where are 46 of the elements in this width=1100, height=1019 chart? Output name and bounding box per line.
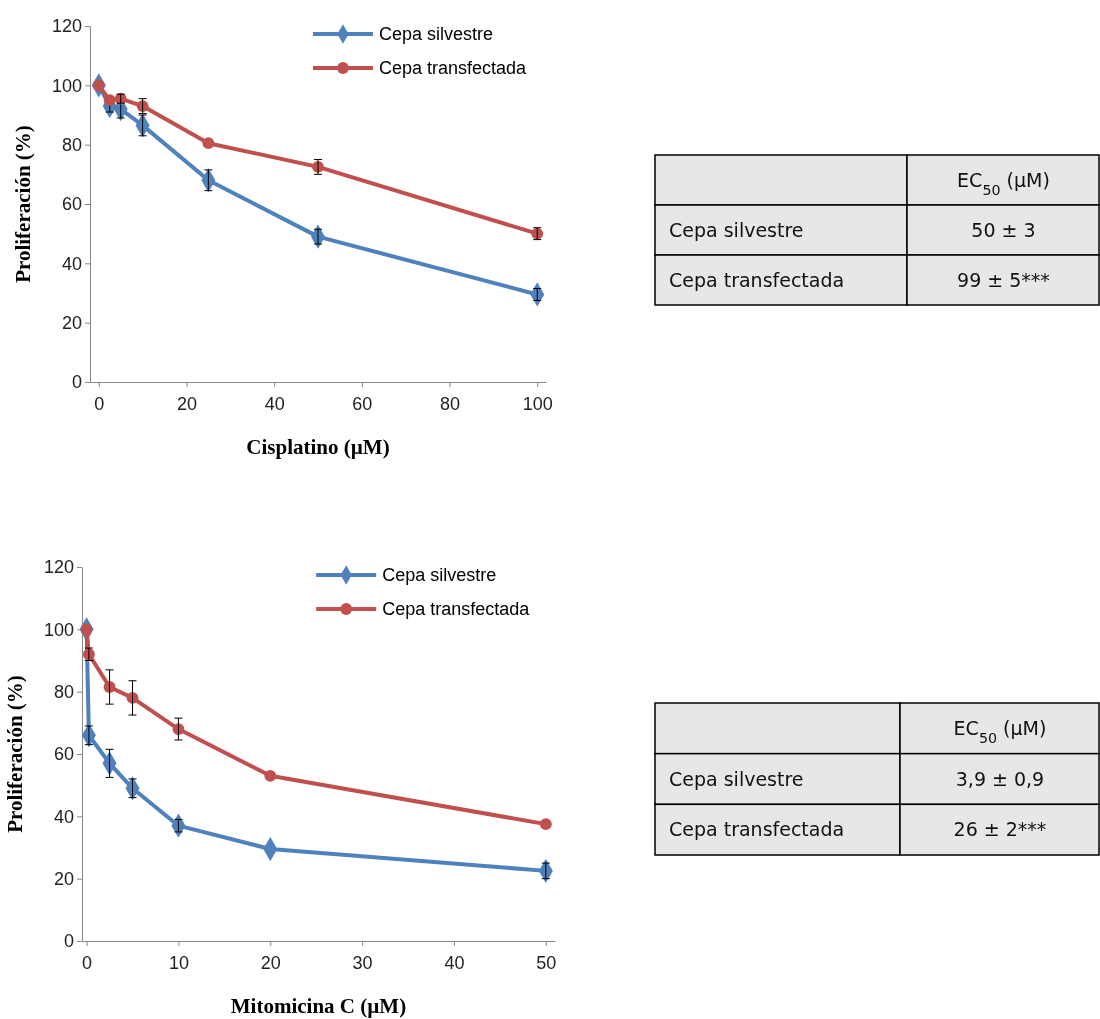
y-tick-label: 80 <box>53 681 74 702</box>
text: 50 ± 3 <box>971 218 1036 241</box>
text: Cepa silvestre <box>669 218 804 241</box>
y-tick-label: 20 <box>61 312 82 333</box>
y-tick-label: 80 <box>61 134 82 155</box>
text: Cepa silvestre <box>669 767 804 790</box>
point <box>264 769 277 782</box>
point <box>202 137 215 150</box>
text: 99 ± 5*** <box>957 268 1050 291</box>
y-tick-label: 60 <box>61 194 82 215</box>
y-tick-label: 40 <box>61 253 82 274</box>
y-axis-title: Proliferación (%) <box>3 675 27 833</box>
x-tick-label: 20 <box>260 952 281 973</box>
y-tick-label: 60 <box>53 744 74 765</box>
x-tick-label: 50 <box>536 952 557 973</box>
y-tick-label: 20 <box>53 868 74 889</box>
y-tick-label: 100 <box>43 619 74 640</box>
text: 26 ± 2*** <box>953 818 1047 841</box>
y-tick-label: 0 <box>71 372 82 393</box>
text: EC$_{50}$ (µM) <box>953 716 1047 746</box>
x-axis-title: Mitomicina C (µM) <box>230 994 407 1018</box>
x-tick-label: 40 <box>444 952 465 973</box>
text: 3,9 ± 0,9 <box>955 767 1045 790</box>
y-tick-label: 120 <box>43 557 74 578</box>
x-tick-label: 60 <box>352 393 373 414</box>
text: EC$_{50}$ (µM) <box>957 168 1050 198</box>
y-tick-label: 120 <box>51 16 82 37</box>
x-tick-label: 30 <box>352 952 373 973</box>
legend-label: Cepa silvestre <box>382 565 497 586</box>
point <box>539 818 552 831</box>
y-tick-label: 0 <box>63 931 74 952</box>
x-tick-label: 100 <box>522 393 553 414</box>
y-tick-label: 40 <box>53 806 74 827</box>
text: Cepa transfectada <box>669 818 845 841</box>
text: Cepa transfectada <box>669 268 845 291</box>
x-axis-title: Cisplatino (µM) <box>246 435 390 459</box>
legend-label: Cepa transfectada <box>382 599 531 620</box>
x-tick-label: 80 <box>440 393 461 414</box>
x-tick-label: 20 <box>176 393 197 414</box>
legend-label: Cepa transfectada <box>378 58 528 79</box>
legend-label: Cepa silvestre <box>378 24 494 45</box>
y-tick-label: 100 <box>51 75 82 96</box>
x-tick-label: 40 <box>264 393 285 414</box>
x-tick-label: 10 <box>168 952 189 973</box>
y-axis-title: Proliferación (%) <box>11 125 35 283</box>
x-tick-label: 0 <box>94 393 105 414</box>
